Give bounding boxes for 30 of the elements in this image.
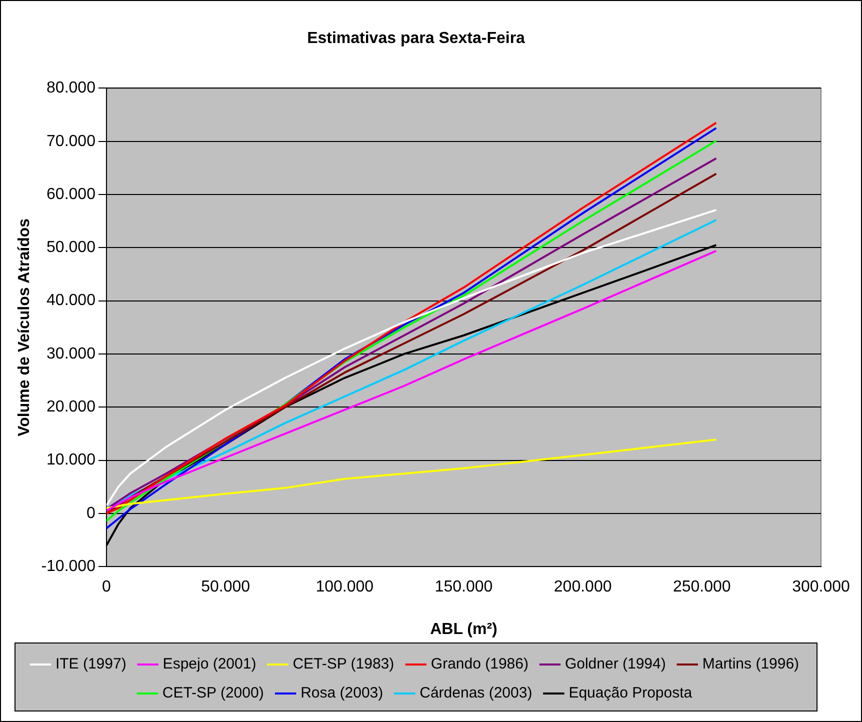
x-tick-label: 100.000 [316,578,374,596]
x-tick-label: 200.000 [554,578,612,596]
y-tick-label: 60.000 [46,186,96,203]
y-tick-label: 40.000 [46,292,96,310]
x-tick-label: 0 [102,578,112,596]
y-tick-label: 30.000 [46,345,96,362]
legend-label: ITE (1997) [55,656,126,673]
x-tick-label: 50.000 [201,578,250,596]
legend-label: CET-SP (2000) [162,684,264,702]
legend-label: Cárdenas (2003) [420,684,532,702]
legend-label: Martins (1996) [702,656,800,673]
y-tick-label: 70.000 [46,132,96,150]
x-tick-label: 250.000 [672,578,731,596]
y-tick-label: 0 [86,504,96,522]
legend-label: Goldner (1994) [564,656,666,673]
x-tick-label: 300.000 [792,578,850,596]
legend-label: Espejo (2001) [162,656,256,673]
y-tick-label: 50.000 [46,239,96,256]
legend-label: Rosa (2003) [300,684,384,702]
x-tick-label: 150.000 [434,578,493,596]
y-tick-label: 10.000 [46,452,96,469]
legend-label: CET-SP (1983) [292,656,394,673]
legend-label: Equação Proposta [568,684,693,702]
x-axis-title: ABL (m²) [430,620,498,638]
y-tick-label: 20.000 [46,398,96,416]
legend-label: Grando (1986) [430,656,528,673]
chart-title: Estimativas para Sexta-Feira [307,30,526,48]
y-tick-label: 80.000 [46,80,96,97]
y-tick-label: -10.000 [41,558,96,576]
y-axis-title: Volume de Veículos Atraídos [16,218,34,436]
